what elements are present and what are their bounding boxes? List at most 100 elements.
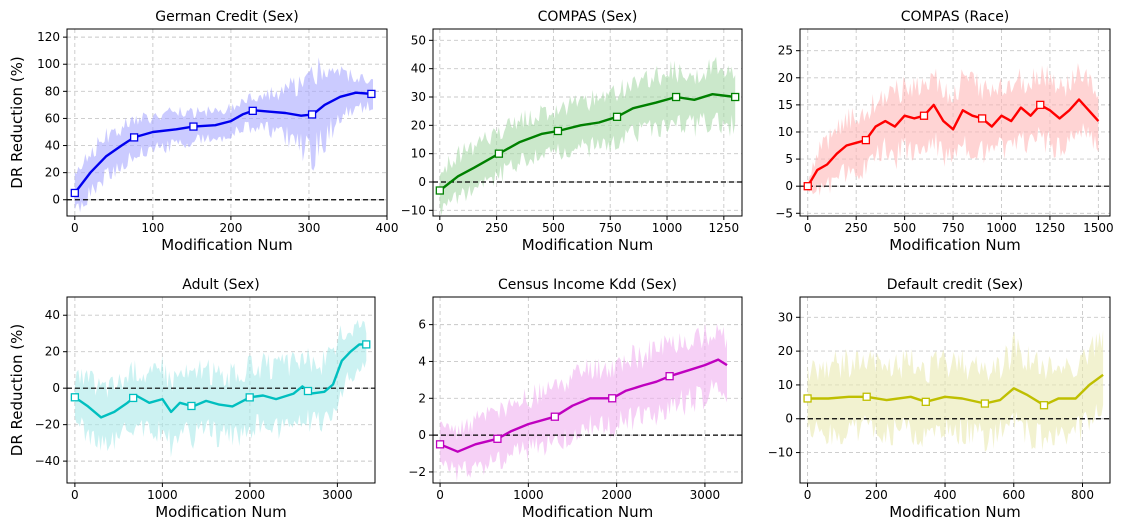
x-tick-label: 750 [599, 221, 622, 235]
x-tick-label: 1250 [709, 221, 740, 235]
y-tick-label: 10 [778, 378, 793, 392]
y-tick-label: 40 [411, 62, 426, 76]
axes-frame [432, 296, 743, 484]
subplot-title: COMPAS (Race) [901, 9, 1010, 25]
y-axis-label: DR Reduction (%) [8, 56, 26, 188]
x-tick-label: 250 [485, 221, 508, 235]
square-marker [665, 372, 674, 381]
axes-frame [66, 296, 376, 484]
x-tick-label: 0 [436, 221, 444, 235]
square-marker [671, 92, 681, 102]
y-tick-label: 20 [778, 344, 793, 358]
x-tick-label: 750 [942, 221, 965, 235]
square-marker [187, 401, 196, 411]
x-axis-label: Modification Num [522, 503, 654, 521]
x-axis-label: Modification Num [155, 503, 287, 521]
square-marker [435, 186, 444, 195]
square-marker [307, 110, 317, 119]
square-marker [435, 440, 445, 449]
y-tick-label: 30 [411, 90, 426, 104]
square-marker [803, 394, 812, 403]
x-tick-label: 0 [71, 488, 79, 502]
square-marker [550, 412, 559, 421]
y-tick-label: 0 [52, 193, 60, 207]
y-tick-label: −20 [35, 418, 60, 432]
x-tick-label: 1000 [986, 221, 1017, 235]
y-tick-label: −10 [401, 203, 426, 217]
square-marker [861, 135, 871, 145]
square-marker [803, 182, 812, 191]
y-tick-label: 50 [411, 33, 426, 47]
y-tick-label: 0 [785, 179, 793, 193]
subplot-4: 0 1000 2000 3000 −40 −20 0 20 40 Adult (Sex) Modif… [8, 277, 376, 521]
y-tick-label: 0 [418, 428, 426, 442]
y-tick-label: 40 [45, 308, 60, 322]
x-tick-label: 100 [141, 221, 164, 235]
y-tick-label: 25 [778, 44, 793, 58]
axes-frame [66, 28, 388, 217]
y-tick-label: 15 [778, 98, 793, 112]
square-marker [553, 126, 563, 136]
y-tick-label: 20 [778, 71, 793, 85]
y-tick-label: −5 [775, 206, 793, 220]
x-tick-label: 1500 [1083, 221, 1114, 235]
square-marker [1036, 100, 1045, 110]
axes-frame [432, 28, 743, 217]
x-tick-label: 1250 [1035, 221, 1066, 235]
subplot-3: 0 250 500 750 1000 1250 1500 −5 0 5 10 15 20 25 COMPAS… [775, 9, 1113, 254]
y-tick-label: 10 [411, 147, 426, 161]
x-tick-label: 2000 [601, 488, 632, 502]
x-tick-label: 1000 [652, 221, 683, 235]
x-tick-label: 500 [542, 221, 565, 235]
x-tick-label: 3000 [690, 488, 721, 502]
y-tick-label: 20 [45, 166, 60, 180]
square-marker [494, 149, 504, 158]
x-tick-label: 300 [297, 221, 320, 235]
x-tick-label: 200 [865, 488, 888, 502]
y-tick-label: 60 [45, 111, 60, 125]
subplot-5: 0 1000 2000 3000 −2 0 2 4 6 Census Income Kdd (Se… [408, 277, 743, 521]
square-marker [129, 133, 139, 142]
x-tick-label: 0 [436, 488, 444, 502]
x-axis-label: Modification Num [522, 236, 654, 254]
square-marker [977, 114, 987, 123]
mean-line [73, 91, 374, 194]
square-marker [493, 434, 502, 443]
x-tick-label: 1000 [147, 488, 178, 502]
x-tick-label: 800 [1071, 488, 1094, 502]
mean-line [439, 92, 736, 192]
y-tick-label: −10 [768, 446, 793, 460]
axes-frame [799, 28, 1111, 217]
subplot-title: Default credit (Sex) [887, 277, 1024, 293]
x-tick-label: 0 [804, 221, 812, 235]
square-marker [245, 393, 254, 402]
x-tick-label: 3000 [322, 488, 353, 502]
variance-band [807, 329, 1104, 452]
square-marker [128, 393, 138, 403]
square-marker [248, 106, 257, 115]
variance-band [439, 56, 736, 216]
x-tick-label: 500 [893, 221, 916, 235]
square-marker [612, 112, 622, 121]
square-marker [731, 92, 740, 102]
subplot-2: 0 250 500 750 1000 1250 −10 0 10 20 30 40 50 COMPAS (… [401, 9, 743, 254]
y-tick-label: 5 [785, 152, 793, 166]
y-tick-label: 0 [785, 412, 793, 426]
square-marker [608, 394, 617, 403]
square-marker [70, 393, 80, 402]
subplot-title: Adult (Sex) [182, 277, 259, 293]
square-marker [980, 399, 990, 408]
y-tick-label: 120 [37, 30, 60, 44]
x-tick-label: 0 [804, 488, 812, 502]
y-tick-label: 20 [45, 345, 60, 359]
x-axis-label: Modification Num [161, 236, 293, 254]
subplot-1: 0 100 200 300 400 0 20 40 60 80 100 120 German Credi… [8, 9, 398, 254]
variance-band [74, 57, 374, 213]
square-marker [303, 386, 313, 396]
x-tick-label: 0 [71, 221, 79, 235]
subplot-title: German Credit (Sex) [155, 9, 299, 25]
y-tick-label: 30 [778, 310, 793, 324]
square-marker [862, 392, 871, 401]
x-tick-label: 1000 [513, 488, 544, 502]
y-tick-label: 40 [45, 139, 60, 153]
